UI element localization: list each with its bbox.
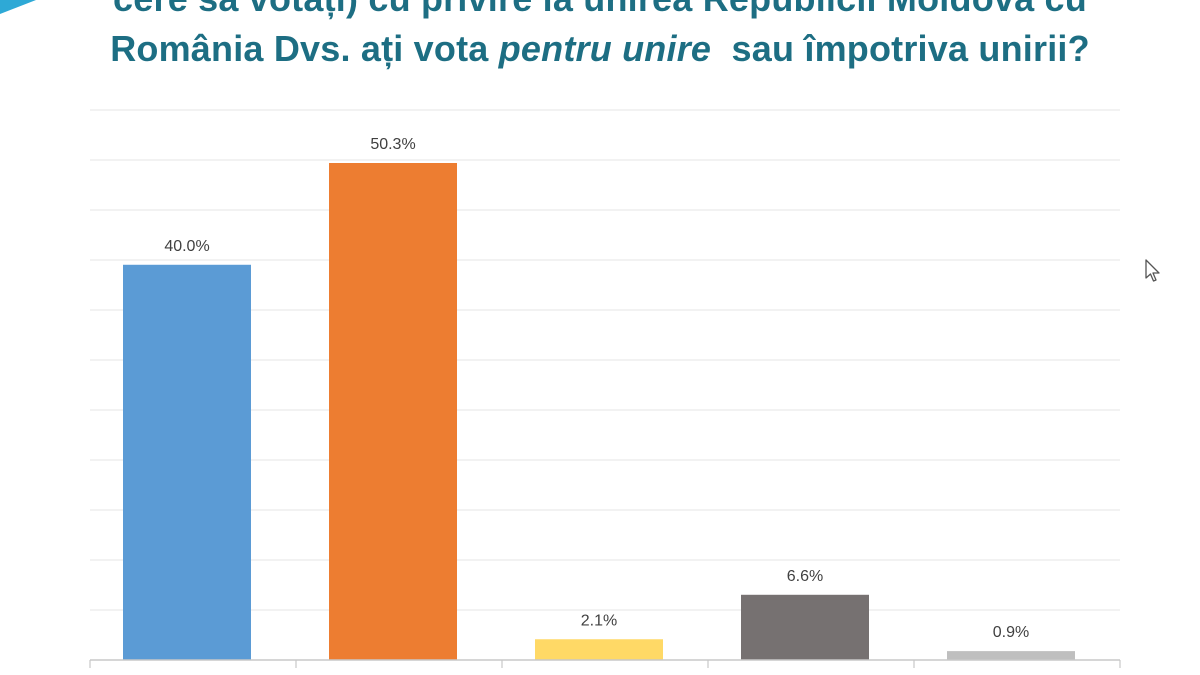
title-line-2-start: România Dvs. ați vota — [110, 28, 499, 69]
bar — [741, 594, 869, 660]
bar — [329, 163, 457, 660]
bar — [535, 639, 663, 660]
title-line-2: România Dvs. ați vota pentru unire sau î… — [0, 24, 1200, 74]
bar — [947, 651, 1075, 660]
data-label: 6.6% — [787, 568, 823, 585]
bar — [123, 264, 251, 660]
corner-decoration — [0, 0, 36, 14]
data-label: 50.3% — [370, 136, 415, 153]
mouse-pointer-icon — [1145, 259, 1160, 282]
title-line-2-emphasis: pentru unire — [498, 28, 712, 69]
title-line-1: cere să votați) cu privire la unirea Rep… — [0, 0, 1200, 24]
title-line-2-end: sau împotriva unirii? — [711, 28, 1090, 69]
data-label: 2.1% — [581, 612, 617, 629]
data-label: 40.0% — [164, 238, 209, 255]
data-label: 0.9% — [993, 624, 1029, 641]
chart-title: cere să votați) cu privire la unirea Rep… — [0, 0, 1200, 74]
